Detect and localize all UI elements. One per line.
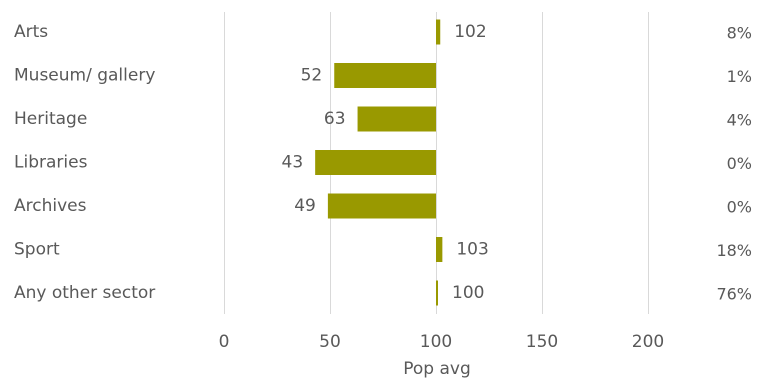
bar (315, 150, 436, 175)
category-label: Arts (14, 22, 48, 42)
value-label: 63 (324, 109, 346, 129)
x-tick-label: 0 (219, 332, 230, 352)
category-label: Libraries (14, 153, 88, 173)
category-label: Archives (14, 196, 87, 216)
category-label: Museum/ gallery (14, 66, 155, 86)
category-label: Any other sector (14, 283, 155, 303)
bar (436, 237, 443, 262)
percent-labels: 8% 1% 4% 0% 0% 18% 76% (716, 24, 752, 304)
value-label: 43 (282, 153, 304, 173)
percent-label: 1% (727, 67, 752, 86)
bar (327, 193, 436, 219)
value-label: 52 (301, 66, 323, 86)
percent-label: 0% (727, 198, 752, 217)
x-tick-labels: 0 50 100 150 200 (219, 332, 665, 352)
percent-label: 18% (716, 241, 752, 260)
bars (315, 19, 443, 306)
x-axis-title: Pop avg (403, 359, 471, 379)
bar (357, 106, 436, 132)
value-labels: 102 52 63 43 49 103 100 (282, 22, 489, 303)
percent-label: 8% (727, 24, 752, 43)
x-tick-label: 150 (526, 332, 558, 352)
category-labels: Arts Museum/ gallery Heritage Libraries Arch… (14, 22, 155, 303)
x-tick-label: 50 (319, 332, 341, 352)
bar (334, 63, 436, 88)
x-tick-label: 200 (632, 332, 664, 352)
value-label: 100 (452, 283, 484, 303)
value-label: 103 (456, 240, 488, 260)
value-label: 102 (454, 22, 486, 42)
x-tick-label: 100 (420, 332, 452, 352)
value-label: 49 (294, 196, 316, 216)
category-label: Sport (14, 240, 60, 260)
percent-label: 4% (727, 111, 752, 130)
percent-label: 76% (716, 285, 752, 304)
category-label: Heritage (14, 109, 87, 129)
percent-label: 0% (727, 154, 752, 173)
bar (436, 19, 441, 45)
bar (436, 280, 438, 306)
gridlines (224, 12, 649, 314)
